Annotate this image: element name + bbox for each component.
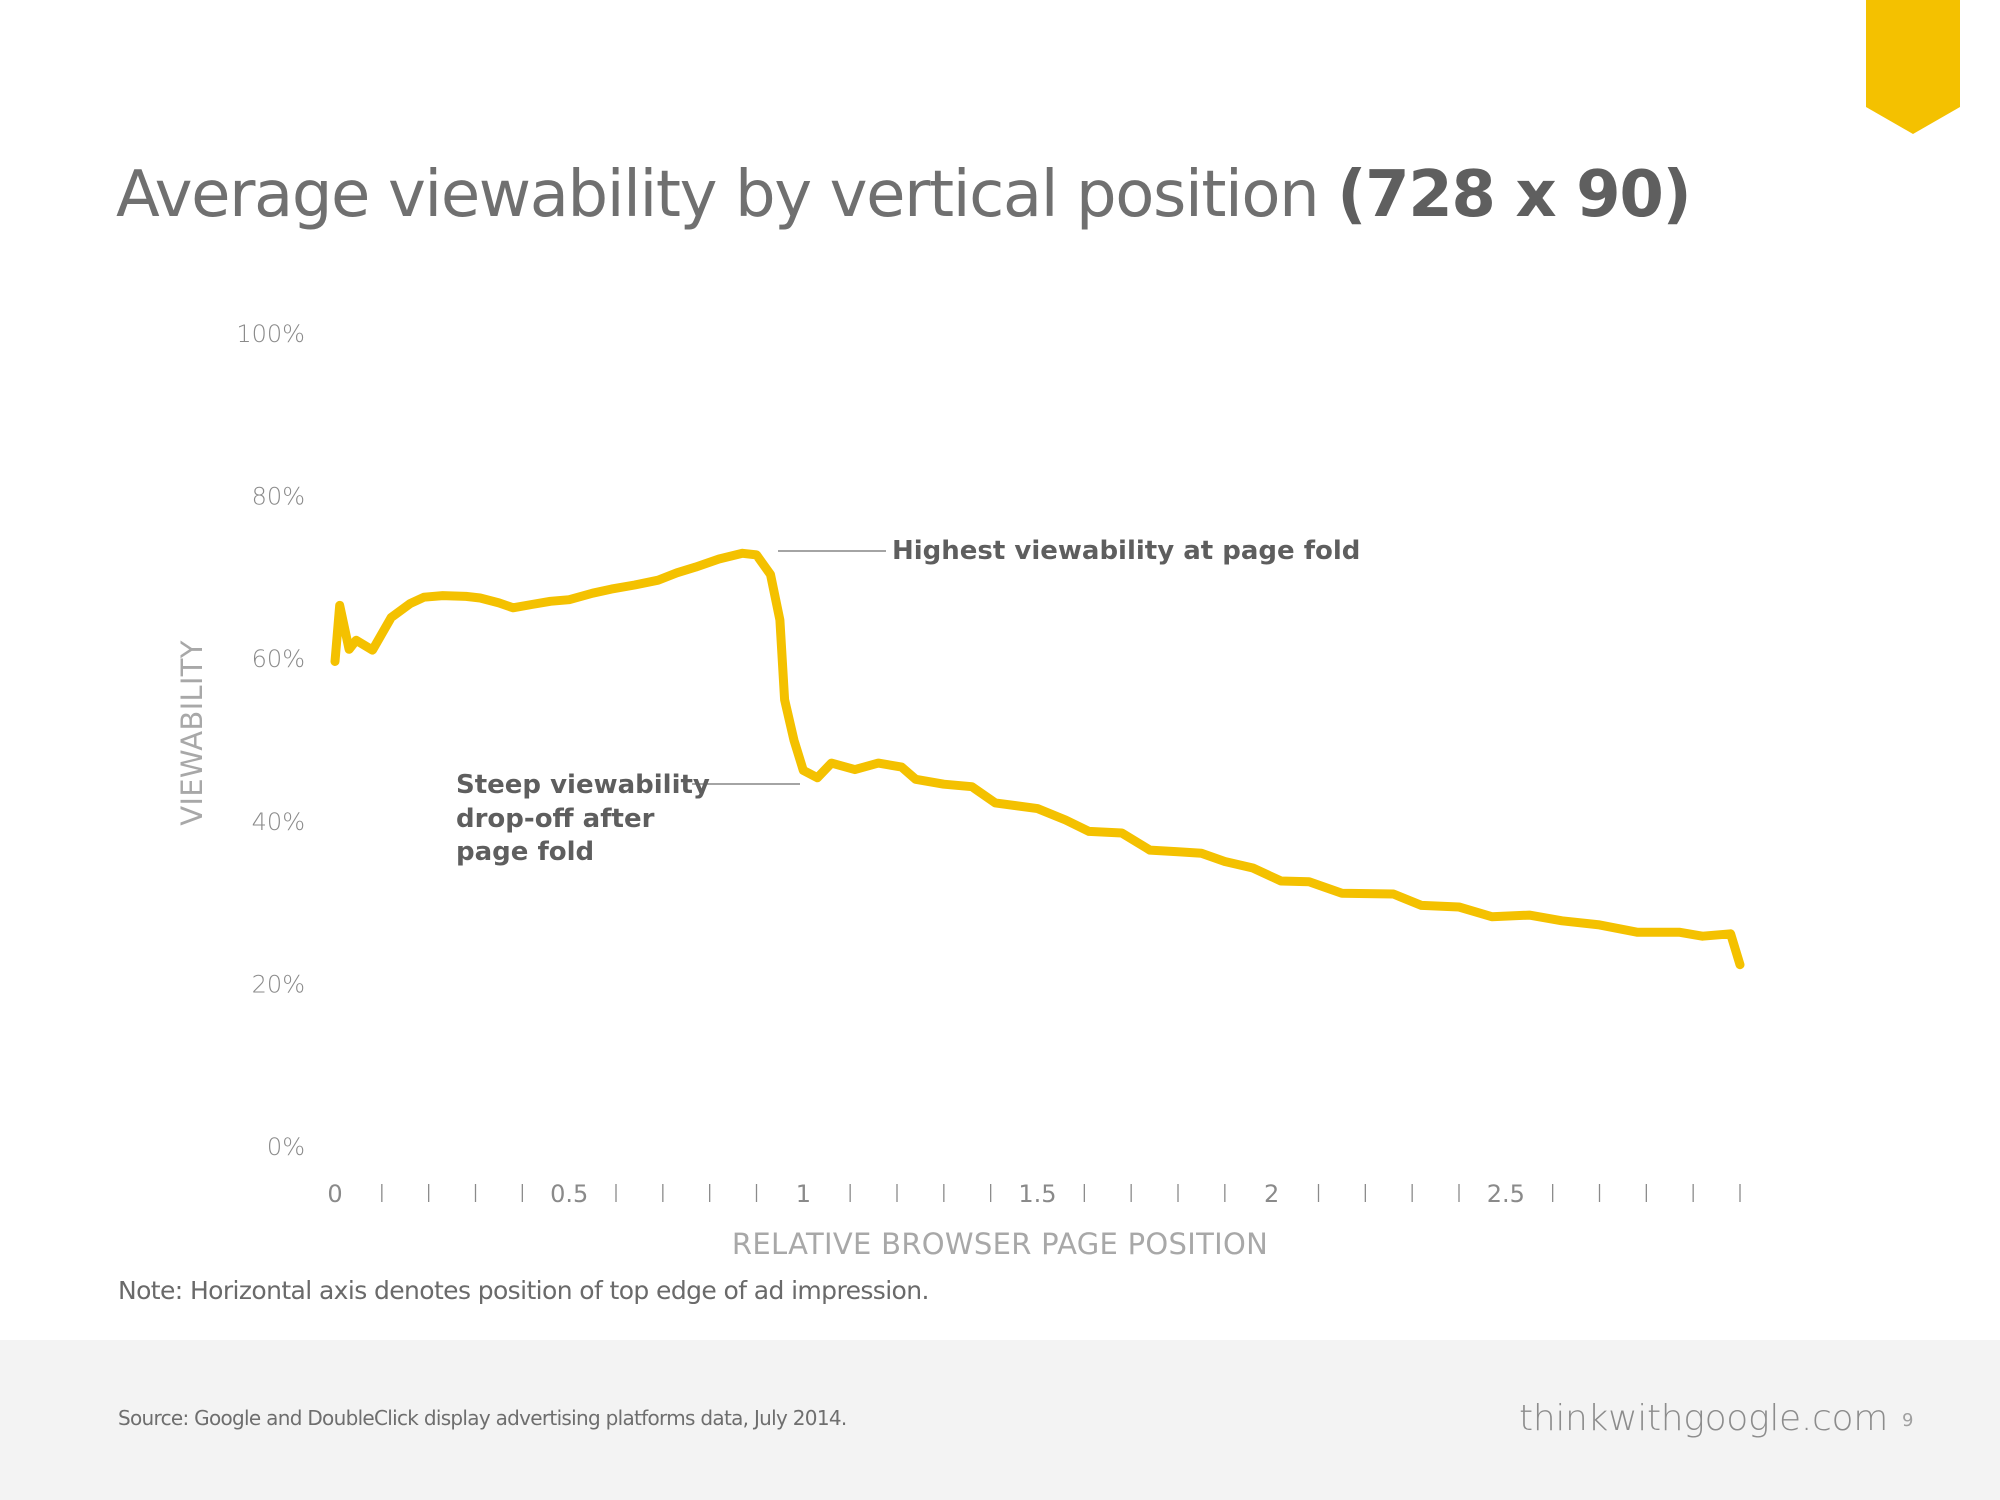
x-axis-ticks: 0 0.5 1 1.5 2 2.5 bbox=[327, 1180, 1741, 1208]
page-title-size: (728 x 90) bbox=[1337, 158, 1691, 232]
bookmark-ribbon bbox=[1866, 0, 1960, 134]
chart-note: Note: Horizontal axis denotes position o… bbox=[118, 1276, 929, 1305]
y-tick-label: 40% bbox=[252, 808, 305, 836]
brand-link[interactable]: thinkwithgoogle.com bbox=[1519, 1398, 1889, 1439]
annotation-dropoff-line-3: page fold bbox=[456, 837, 594, 867]
footer: Source: Google and DoubleClick display a… bbox=[0, 1340, 2000, 1500]
x-tick-label: 1 bbox=[796, 1180, 811, 1208]
y-tick-label: 80% bbox=[252, 483, 305, 511]
x-tick-label: 0.5 bbox=[550, 1180, 588, 1208]
annotation-dropoff-line-2: drop-off after bbox=[456, 804, 655, 834]
x-tick-label: 1.5 bbox=[1018, 1180, 1056, 1208]
x-tick-label: 2 bbox=[1264, 1180, 1279, 1208]
x-tick-label: 0 bbox=[327, 1180, 342, 1208]
y-tick-label: 20% bbox=[252, 970, 305, 998]
page-title-main: Average viewability by vertical position bbox=[116, 158, 1338, 232]
y-axis-ticks: 0% 20% 40% 60% 80% 100% bbox=[236, 320, 305, 1161]
y-tick-label: 0% bbox=[267, 1133, 305, 1161]
annotation-highest: Highest viewability at page fold bbox=[892, 536, 1360, 566]
source-citation: Source: Google and DoubleClick display a… bbox=[118, 1406, 847, 1430]
x-tick-label: 2.5 bbox=[1487, 1180, 1525, 1208]
y-tick-label: 100% bbox=[236, 320, 305, 348]
x-axis-title: RELATIVE BROWSER PAGE POSITION bbox=[732, 1227, 1268, 1261]
y-tick-label: 60% bbox=[252, 645, 305, 673]
annotation-dropoff-line-1: Steep viewability bbox=[456, 770, 710, 800]
y-axis-title: VIEWABILITY bbox=[175, 640, 209, 826]
page-title: Average viewability by vertical position… bbox=[116, 158, 1692, 232]
page-number: 9 bbox=[1902, 1410, 1914, 1431]
series-line-viewability bbox=[330, 548, 1745, 970]
bookmark-ribbon-shape bbox=[1866, 0, 1960, 134]
